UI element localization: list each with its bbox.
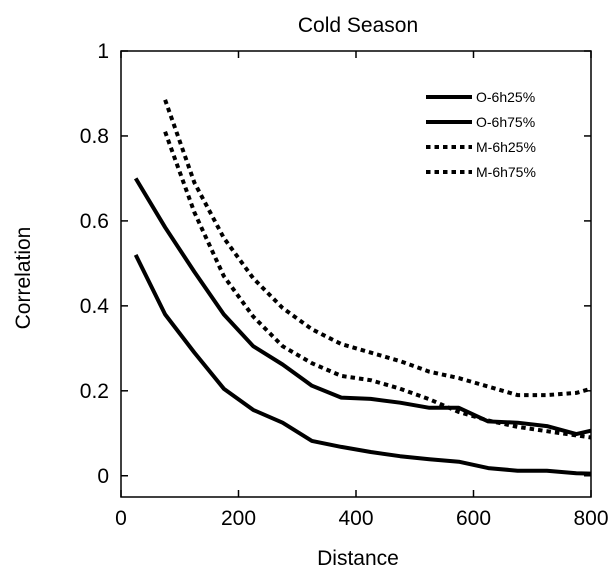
x-axis-label: Distance xyxy=(317,547,399,570)
x-axis-ticks: 0 200 400 600 800 xyxy=(115,51,609,530)
y-tick-label: 0.6 xyxy=(80,210,109,233)
legend: O-6h25% O-6h75% M-6h25% M-6h75% xyxy=(426,89,536,180)
y-axis-label: Correlation xyxy=(12,227,35,330)
series-line-3 xyxy=(163,131,592,440)
chart-title: Cold Season xyxy=(298,14,418,37)
legend-label: O-6h75% xyxy=(476,114,535,130)
series-line-1 xyxy=(133,254,592,476)
series-line-2 xyxy=(133,177,592,437)
x-tick-label: 400 xyxy=(338,507,373,530)
x-tick-label: 600 xyxy=(456,507,491,530)
legend-label: M-6h75% xyxy=(476,164,536,180)
x-tick-label: 0 xyxy=(115,507,127,530)
y-axis-ticks: 0 0.2 0.4 0.6 0.8 1 xyxy=(80,40,591,488)
y-tick-label: 1 xyxy=(97,40,109,63)
x-tick-label: 200 xyxy=(221,507,256,530)
y-tick-label: 0.4 xyxy=(80,295,110,318)
legend-label: M-6h25% xyxy=(476,139,536,155)
series-line-4 xyxy=(163,99,592,398)
series-layer xyxy=(133,99,592,476)
y-tick-label: 0.2 xyxy=(80,380,109,403)
y-tick-label: 0 xyxy=(97,465,109,488)
legend-label: O-6h25% xyxy=(476,89,535,105)
y-tick-label: 0.8 xyxy=(80,125,109,148)
x-tick-label: 800 xyxy=(573,507,608,530)
